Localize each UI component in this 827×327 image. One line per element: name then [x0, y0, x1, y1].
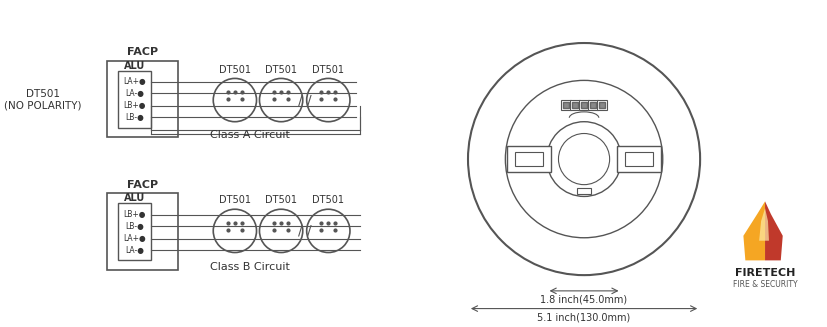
Text: / /: / / [298, 224, 312, 238]
Circle shape [468, 43, 700, 275]
Text: LA-●: LA-● [125, 89, 144, 98]
Text: DT501: DT501 [313, 64, 344, 75]
Text: / /: / / [298, 93, 312, 107]
Bar [571, 100, 580, 110]
Text: Class B Circuit: Class B Circuit [210, 262, 289, 272]
Text: DT501: DT501 [265, 196, 297, 205]
Bar [515, 152, 543, 166]
Polygon shape [759, 208, 769, 241]
Text: FIRE & SECURITY: FIRE & SECURITY [733, 281, 797, 289]
Text: 1.8 inch(45.0mm): 1.8 inch(45.0mm) [541, 295, 628, 305]
Text: FACP: FACP [127, 47, 158, 57]
Bar [588, 100, 598, 110]
Circle shape [307, 78, 350, 122]
Bar [597, 100, 607, 110]
Text: DT501: DT501 [313, 196, 344, 205]
Text: ALU: ALU [124, 193, 146, 203]
Circle shape [558, 133, 609, 185]
Bar [618, 146, 661, 172]
Circle shape [505, 80, 662, 238]
Bar [625, 152, 653, 166]
Text: ALU: ALU [124, 60, 146, 71]
Bar [579, 100, 589, 110]
Bar [117, 203, 151, 260]
Bar [507, 146, 551, 172]
Text: LB+●: LB+● [123, 101, 146, 111]
Circle shape [260, 78, 303, 122]
Circle shape [307, 209, 350, 252]
Text: DT501: DT501 [265, 64, 297, 75]
Text: LB-●: LB-● [125, 113, 144, 122]
Text: LA+●: LA+● [123, 77, 146, 86]
Text: LB-●: LB-● [125, 222, 144, 231]
Text: DT501: DT501 [219, 64, 251, 75]
Circle shape [213, 78, 256, 122]
Bar [577, 188, 591, 195]
Text: LA-●: LA-● [125, 246, 144, 255]
Bar [117, 71, 151, 128]
Text: FIRETECH: FIRETECH [735, 268, 796, 278]
Text: 5.1 inch(130.0mm): 5.1 inch(130.0mm) [538, 312, 631, 322]
Text: DT501: DT501 [219, 196, 251, 205]
Bar [107, 194, 178, 270]
Bar [107, 61, 178, 137]
Text: Class A Circuit: Class A Circuit [210, 130, 289, 141]
Bar [562, 100, 571, 110]
Text: LA+●: LA+● [123, 234, 146, 243]
Text: DT501
(NO POLARITY): DT501 (NO POLARITY) [4, 89, 82, 111]
Text: LB+●: LB+● [123, 210, 146, 219]
Circle shape [547, 122, 621, 197]
Circle shape [260, 209, 303, 252]
Polygon shape [743, 201, 765, 260]
Text: FACP: FACP [127, 180, 158, 190]
Circle shape [213, 209, 256, 252]
Polygon shape [765, 201, 782, 260]
